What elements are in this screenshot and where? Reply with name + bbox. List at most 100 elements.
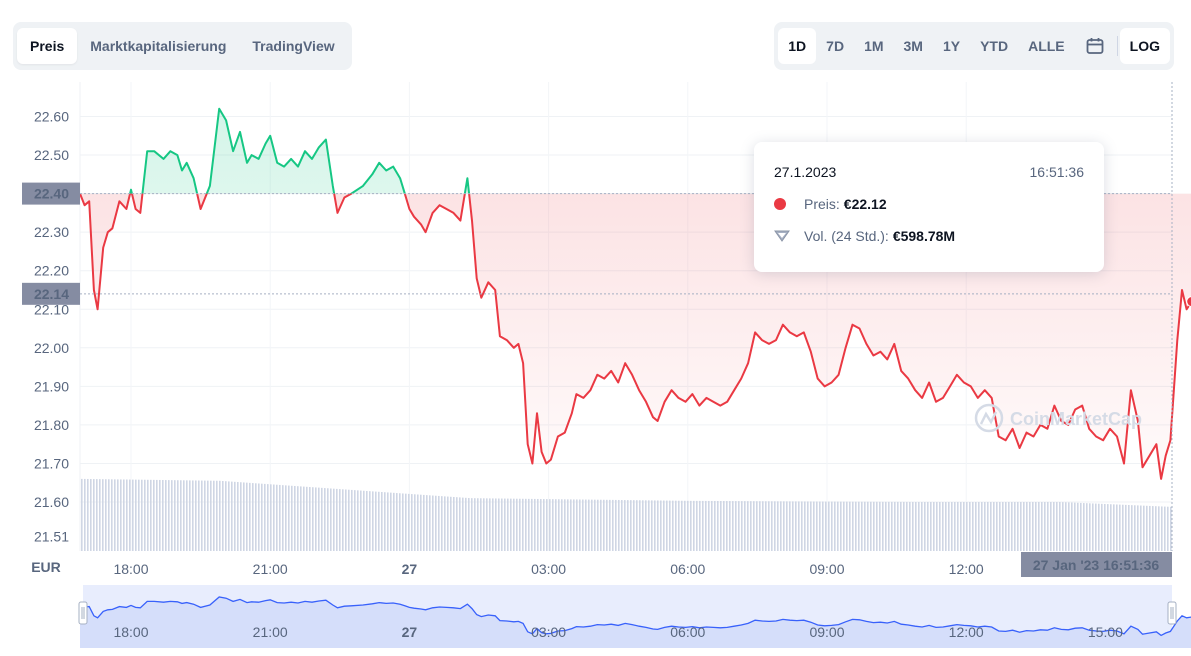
volume-bar <box>615 499 617 551</box>
log-scale-button[interactable]: LOG <box>1119 28 1170 64</box>
volume-bar <box>1119 504 1121 551</box>
range-1d-button[interactable]: 1D <box>778 28 817 64</box>
volume-bar <box>888 501 890 551</box>
range-3m-button[interactable]: 3M <box>903 38 923 54</box>
volume-bar <box>195 480 197 551</box>
volume-bar <box>180 480 182 551</box>
crosshair-time-label: 27 Jan '23 16:51:36 <box>1033 557 1160 573</box>
reference-price-badge <box>22 182 80 205</box>
x-tick-label: 27 <box>402 561 418 577</box>
volume-bar <box>231 481 233 551</box>
volume-bar <box>405 493 407 551</box>
volume-bar <box>192 480 194 551</box>
navigator-left-handle[interactable] <box>78 601 88 625</box>
volume-bar <box>1062 502 1064 551</box>
range-divider <box>1116 36 1118 56</box>
volume-bar <box>996 502 998 551</box>
range-navigator[interactable]: 18:00 21:00 27 03:00 06:00 09:00 12:00 15:00 <box>78 585 1191 648</box>
volume-bar <box>291 485 293 551</box>
volume-bar <box>477 498 479 551</box>
range-ytd-button[interactable]: YTD <box>980 38 1009 54</box>
volume-bar <box>879 501 881 551</box>
volume-bar <box>282 485 284 551</box>
volume-bar <box>660 500 662 551</box>
volume-bar <box>756 501 758 551</box>
volume-bar <box>354 490 356 551</box>
volume-bar <box>612 499 614 551</box>
calendar-icon[interactable] <box>1075 28 1115 64</box>
navigator-tick-label: 06:00 <box>670 624 705 640</box>
y-tick-label: 22.50 <box>34 147 69 163</box>
volume-bar <box>273 484 275 551</box>
range-1y-button[interactable]: 1Y <box>942 38 961 54</box>
volume-bar <box>1059 502 1061 551</box>
volume-bar <box>285 485 287 551</box>
volume-bar <box>846 501 848 551</box>
volume-bar <box>603 499 605 551</box>
range-alle-button[interactable]: ALLE <box>1028 38 1065 54</box>
volume-bar <box>1077 502 1079 551</box>
volume-bar <box>708 500 710 551</box>
volume-bar <box>315 487 317 551</box>
volume-bar <box>141 479 143 551</box>
price-area-up <box>80 108 1191 194</box>
volume-bar <box>699 500 701 551</box>
volume-bar <box>1122 504 1124 551</box>
volume-bar <box>1053 502 1055 551</box>
navigator-tick-label: 18:00 <box>113 624 148 640</box>
volume-bar <box>843 501 845 551</box>
volume-bar <box>639 500 641 551</box>
volume-bar <box>1149 505 1151 551</box>
volume-bar <box>153 479 155 551</box>
volume-bar <box>333 488 335 551</box>
volume-bar <box>162 480 164 551</box>
volume-bar <box>942 502 944 551</box>
volume-bar <box>84 478 86 551</box>
tab-tradingview[interactable]: TradingView <box>252 38 335 54</box>
volume-bar <box>546 499 548 551</box>
volume-bar <box>255 483 257 551</box>
volume-bar <box>645 500 647 551</box>
volume-bar <box>801 501 803 551</box>
volume-bar <box>366 490 368 551</box>
volume-bar <box>936 502 938 551</box>
y-tick-label: 22.30 <box>34 224 69 240</box>
current-price-dot <box>1186 296 1191 307</box>
range-7d-button[interactable]: 7D <box>826 38 845 54</box>
navigator-right-handle[interactable] <box>1167 601 1177 625</box>
price-dot-icon <box>774 198 786 210</box>
current-price-badge-text: 22.14 <box>34 286 69 302</box>
volume-bar <box>483 498 485 551</box>
volume-bar <box>672 500 674 551</box>
volume-bar <box>1065 502 1067 551</box>
price-line-down <box>79 193 1191 480</box>
volume-bar <box>321 487 323 551</box>
volume-bar <box>393 492 395 551</box>
volume-bar <box>297 486 299 551</box>
volume-bar <box>579 499 581 551</box>
volume-bar <box>993 502 995 551</box>
volume-bar <box>885 501 887 551</box>
volume-bar <box>753 501 755 551</box>
volume-bar <box>135 479 137 551</box>
volume-bar <box>186 480 188 551</box>
volume-bar <box>765 501 767 551</box>
volume-bar <box>969 502 971 551</box>
volume-bar <box>168 480 170 551</box>
volume-bar <box>1098 503 1100 551</box>
volume-bar <box>414 494 416 551</box>
volume-bar <box>831 501 833 551</box>
range-1m-button[interactable]: 1M <box>864 38 884 54</box>
tab-marktkapitalisierung[interactable]: Marktkapitalisierung <box>90 38 227 54</box>
volume-bar <box>87 478 89 551</box>
volume-bar <box>1092 503 1094 551</box>
volume-bar <box>915 501 917 551</box>
volume-bar <box>591 499 593 551</box>
volume-bar <box>771 501 773 551</box>
volume-bar <box>396 493 398 551</box>
volume-bar <box>864 501 866 551</box>
volume-bar <box>378 491 380 551</box>
volume-bar <box>294 485 296 551</box>
tab-preis[interactable]: Preis <box>17 28 78 64</box>
